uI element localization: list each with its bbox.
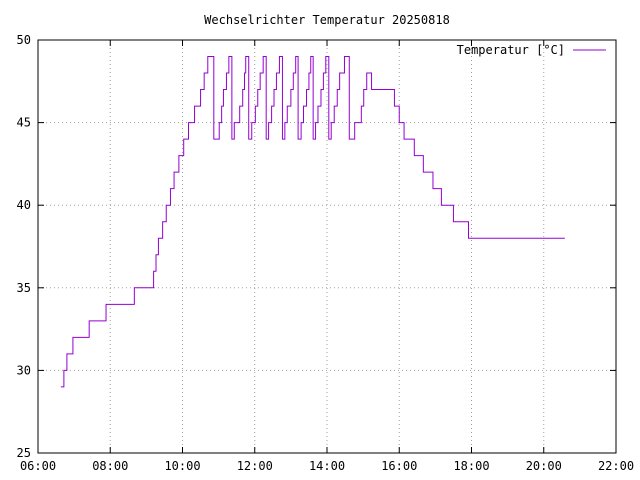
series-group [60, 56, 565, 388]
y-tick-label: 40 [17, 198, 31, 212]
x-tick-label: 14:00 [309, 459, 345, 473]
y-tick-label: 45 [17, 116, 31, 130]
chart-title: Wechselrichter Temperatur 20250818 [204, 13, 450, 27]
x-tick-label: 06:00 [20, 459, 56, 473]
y-tick-label: 50 [17, 33, 31, 47]
x-tick-label: 22:00 [598, 459, 634, 473]
y-tick-label: 35 [17, 281, 31, 295]
x-tick-label: 18:00 [453, 459, 489, 473]
x-tick-label: 08:00 [92, 459, 128, 473]
x-tick-label: 16:00 [381, 459, 417, 473]
x-tick-label: 12:00 [237, 459, 273, 473]
x-axis: 06:00 08:00 10:00 12:00 14:00 16:00 18:00 20:00… [20, 40, 634, 473]
x-tick-label: 20:00 [526, 459, 562, 473]
grid-lines [38, 40, 616, 453]
x-tick-label: 10:00 [164, 459, 200, 473]
y-tick-label: 25 [17, 446, 31, 460]
y-axis: 25 30 35 40 45 50 [17, 33, 616, 460]
temperature-series-line [60, 56, 565, 388]
legend: Temperatur [°C] [457, 43, 606, 57]
legend-label: Temperatur [°C] [457, 43, 565, 57]
plot-frame [37, 39, 617, 454]
y-tick-label: 30 [17, 363, 31, 377]
